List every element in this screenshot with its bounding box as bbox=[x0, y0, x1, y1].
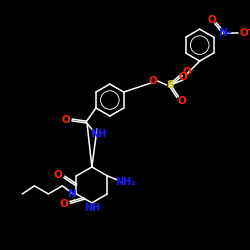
Text: O: O bbox=[54, 170, 63, 180]
Text: NH₂: NH₂ bbox=[115, 177, 136, 187]
Text: NH: NH bbox=[84, 203, 100, 213]
Text: O: O bbox=[177, 96, 186, 106]
Text: S: S bbox=[166, 80, 173, 90]
Text: N: N bbox=[219, 28, 228, 38]
Text: O: O bbox=[62, 115, 70, 125]
Text: O: O bbox=[239, 28, 248, 38]
Text: +: + bbox=[226, 30, 231, 35]
Text: O: O bbox=[182, 67, 191, 77]
Text: O: O bbox=[148, 76, 157, 86]
Text: O: O bbox=[207, 15, 216, 25]
Text: NH: NH bbox=[90, 129, 106, 139]
Text: N: N bbox=[68, 189, 77, 199]
Text: O: O bbox=[178, 72, 187, 82]
Text: -: - bbox=[246, 26, 250, 35]
Text: O: O bbox=[60, 200, 68, 209]
